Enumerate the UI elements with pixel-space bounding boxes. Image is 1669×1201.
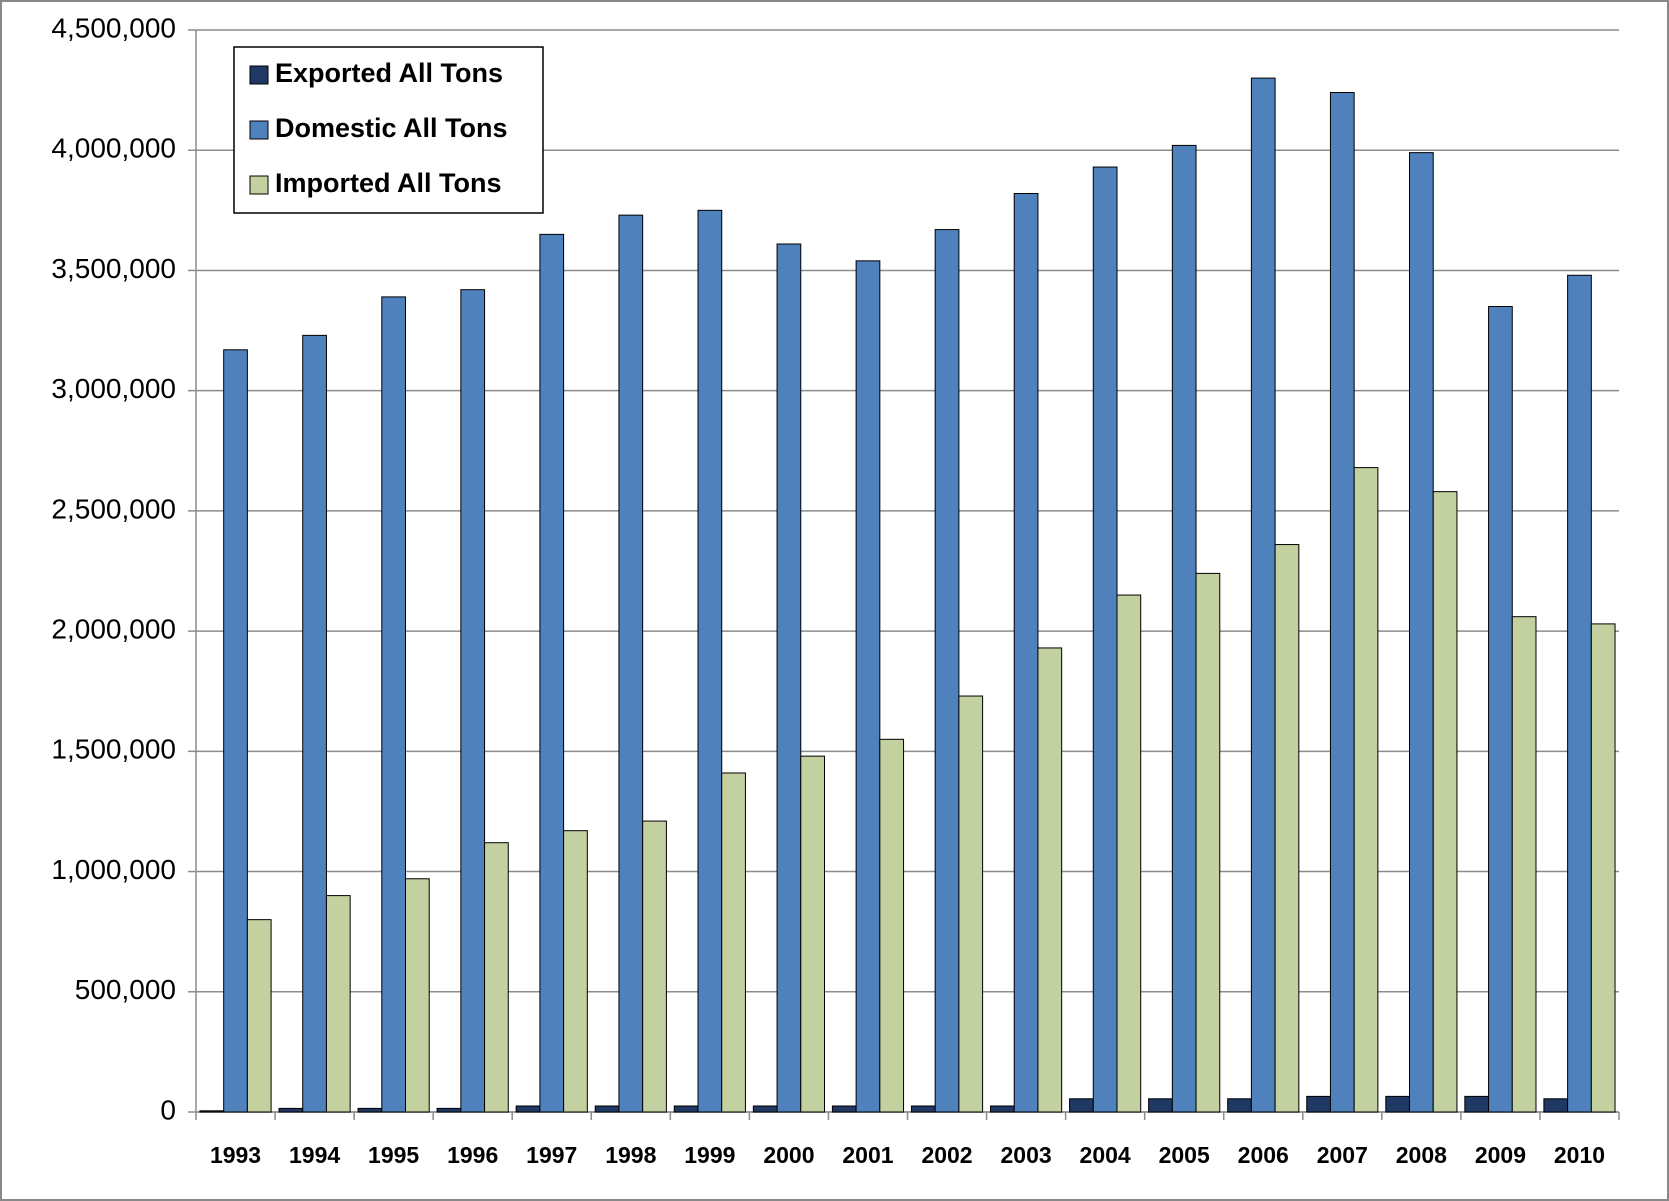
bar xyxy=(855,260,881,1113)
x-tick-label: 1996 xyxy=(447,1142,498,1168)
x-tick-label: 2010 xyxy=(1554,1142,1605,1168)
legend-swatch xyxy=(249,65,269,85)
x-tick-label: 2001 xyxy=(842,1142,893,1168)
x-tick-label: 1999 xyxy=(684,1142,735,1168)
legend-swatch xyxy=(249,120,269,140)
bar xyxy=(776,243,802,1113)
bar xyxy=(1092,166,1118,1113)
legend-swatch xyxy=(249,175,269,195)
bar xyxy=(223,349,248,1113)
bar xyxy=(278,1107,304,1113)
bar xyxy=(460,289,486,1113)
bar xyxy=(436,1107,462,1113)
bar xyxy=(697,209,723,1113)
bar xyxy=(1464,1095,1490,1113)
x-tick-label: 2002 xyxy=(921,1142,972,1168)
x-tick-label: 1994 xyxy=(289,1142,340,1168)
bar xyxy=(1543,1098,1569,1113)
y-tick-label: 3,500,000 xyxy=(51,253,176,284)
y-tick-label: 1,500,000 xyxy=(51,734,176,765)
bar xyxy=(1037,647,1063,1113)
legend-label: Imported All Tons xyxy=(275,168,502,198)
x-tick-label: 2004 xyxy=(1080,1142,1131,1168)
bar xyxy=(1171,144,1197,1113)
bar xyxy=(1353,467,1379,1113)
bar xyxy=(1385,1095,1411,1113)
bar xyxy=(1511,616,1537,1113)
bar xyxy=(1409,152,1434,1113)
y-tick-label: 4,500,000 xyxy=(51,12,176,43)
bar xyxy=(246,919,272,1113)
bar xyxy=(1567,274,1592,1113)
bar xyxy=(1148,1098,1173,1113)
bar xyxy=(1250,77,1276,1113)
bar xyxy=(1432,491,1458,1113)
bar xyxy=(879,738,905,1113)
bar xyxy=(800,755,825,1113)
bar xyxy=(302,334,327,1113)
x-tick-label: 2009 xyxy=(1475,1142,1526,1168)
bar xyxy=(1069,1098,1094,1113)
bar xyxy=(1590,623,1616,1113)
bar xyxy=(539,233,565,1113)
x-tick-label: 2007 xyxy=(1317,1142,1368,1168)
x-tick-label: 2003 xyxy=(1000,1142,1051,1168)
bar xyxy=(1195,572,1221,1113)
bar xyxy=(515,1105,541,1113)
legend-box xyxy=(233,46,544,214)
x-tick-label: 1995 xyxy=(368,1142,419,1168)
bar xyxy=(1488,306,1513,1113)
x-tick-label: 1998 xyxy=(605,1142,656,1168)
x-tick-label: 2008 xyxy=(1396,1142,1447,1168)
bar xyxy=(1013,193,1039,1113)
bar xyxy=(910,1105,936,1113)
legend-label: Domestic All Tons xyxy=(275,113,508,143)
bar xyxy=(934,229,960,1113)
bar xyxy=(357,1107,383,1113)
x-tick-label: 2000 xyxy=(763,1142,814,1168)
x-tick-label: 1993 xyxy=(210,1142,261,1168)
x-tick-label: 2005 xyxy=(1159,1142,1210,1168)
bar xyxy=(618,214,644,1113)
x-tick-label: 1997 xyxy=(526,1142,577,1168)
y-tick-label: 4,000,000 xyxy=(51,133,176,164)
bar xyxy=(958,695,984,1113)
bar xyxy=(594,1105,620,1113)
bar xyxy=(990,1105,1015,1113)
y-tick-label: 1,000,000 xyxy=(51,854,176,885)
legend-label: Exported All Tons xyxy=(275,58,503,88)
bar xyxy=(381,296,406,1113)
bar xyxy=(325,895,351,1113)
y-tick-label: 2,500,000 xyxy=(51,493,176,524)
bar xyxy=(752,1105,778,1113)
bar xyxy=(642,820,667,1113)
bar xyxy=(1306,1095,1331,1113)
bar xyxy=(563,830,588,1113)
bar xyxy=(199,1110,225,1113)
y-tick-label: 500,000 xyxy=(75,974,176,1005)
bar xyxy=(404,878,430,1113)
bar xyxy=(673,1105,699,1113)
y-tick-label: 2,000,000 xyxy=(51,614,176,645)
bar xyxy=(1274,544,1300,1113)
y-tick-label: 3,000,000 xyxy=(51,373,176,404)
bar xyxy=(484,842,509,1113)
bar xyxy=(721,772,746,1113)
bar xyxy=(1116,594,1142,1113)
bar xyxy=(1227,1098,1252,1113)
bar xyxy=(831,1105,857,1113)
bar xyxy=(1329,92,1355,1113)
y-tick-label: 0 xyxy=(160,1094,176,1125)
x-tick-label: 2006 xyxy=(1238,1142,1289,1168)
